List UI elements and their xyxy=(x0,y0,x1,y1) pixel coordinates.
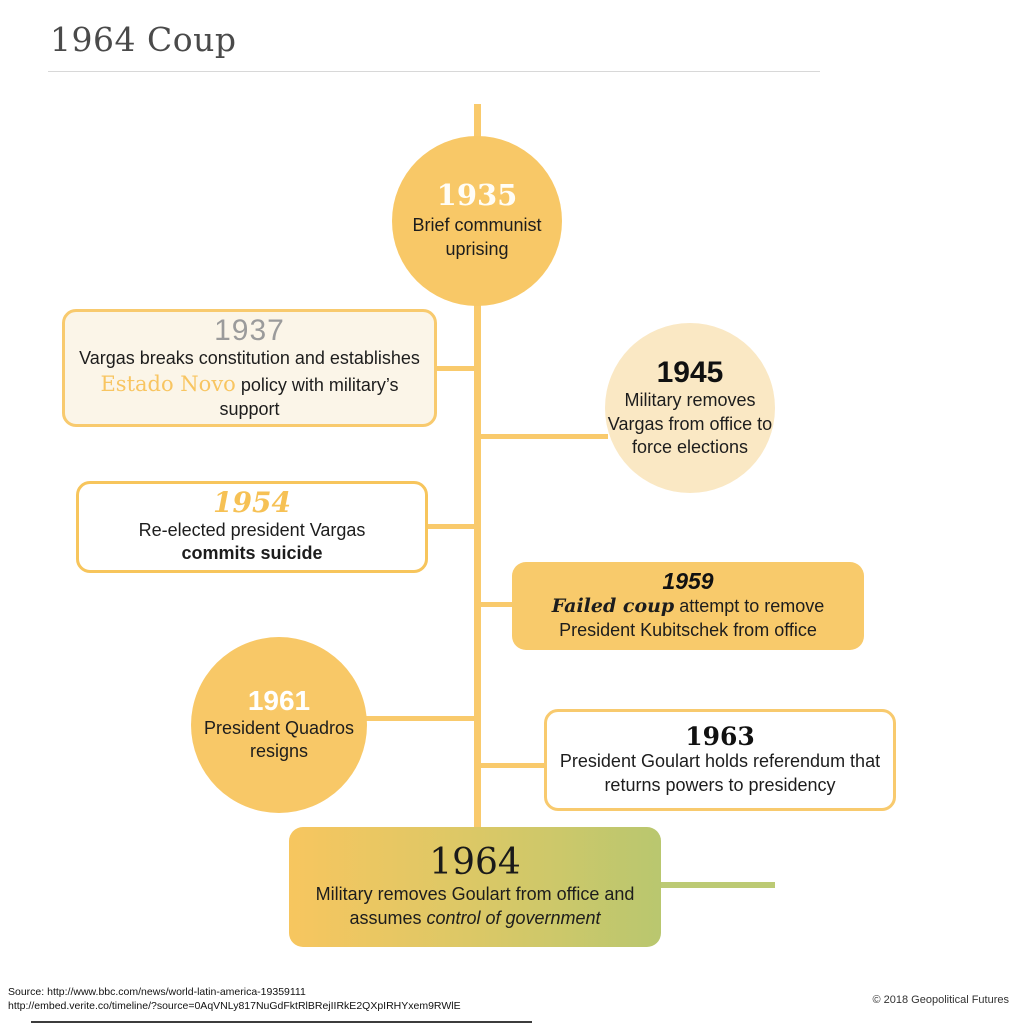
event-1935-circle: 1935 Brief communist uprising xyxy=(392,136,562,306)
source-line-2: http://embed.verite.co/timeline/?source=… xyxy=(8,999,461,1012)
page-title: 1964 Coup xyxy=(50,20,237,59)
title-divider xyxy=(48,71,820,72)
event-1945-year: 1945 xyxy=(656,355,724,389)
bottom-edge-line xyxy=(31,1021,532,1023)
event-1954-year: 1954 xyxy=(213,485,291,519)
event-1959-box: 1959 Failed coup attempt to remove Presi… xyxy=(512,562,864,650)
event-1959-year: 1959 xyxy=(662,567,714,594)
estado-novo-highlight: Estado Novo xyxy=(100,371,236,396)
event-1954-box: 1954 Re-elected president Vargas commits … xyxy=(76,481,428,573)
connector-1964-green xyxy=(658,882,775,888)
event-1935-year: 1935 xyxy=(436,178,518,213)
connector-1937 xyxy=(434,366,478,371)
event-1963-text: President Goulart holds referendum that … xyxy=(559,751,881,795)
event-1963-box: 1963 President Goulart holds referendum … xyxy=(544,709,896,811)
timeline-spine xyxy=(474,104,481,830)
failed-coup-italic: Failed coup xyxy=(551,595,675,618)
event-1937-box: 1937 Vargas breaks constitution and esta… xyxy=(62,309,437,427)
copyright-notice: © 2018 Geopolitical Futures xyxy=(872,994,1009,1006)
event-1964-box: 1964 Military removes Goulart from offic… xyxy=(289,827,661,947)
event-1964-text: Military removes Goulart from office and… xyxy=(315,884,635,928)
connector-1959 xyxy=(478,602,516,607)
event-1961-circle: 1961 President Quadros resigns xyxy=(191,637,367,813)
connector-1961 xyxy=(362,716,478,721)
commits-suicide-bold: commits suicide xyxy=(181,543,323,564)
event-1954-text: Re-elected president Vargas commits suici… xyxy=(138,519,366,564)
event-1935-text: Brief communist uprising xyxy=(412,215,542,259)
event-1963-year: 1963 xyxy=(685,721,755,751)
event-1961-year: 1961 xyxy=(247,684,311,716)
event-1959-text: Failed coup attempt to remove President … xyxy=(551,595,825,641)
connector-1945 xyxy=(478,434,608,439)
event-1961-text: President Quadros resigns xyxy=(203,717,355,762)
event-1937-text: Vargas breaks constitution and establish… xyxy=(79,347,420,420)
event-1964-year: 1964 xyxy=(429,842,521,884)
source-line-1: Source: http://www.bbc.com/news/world-la… xyxy=(8,986,306,998)
connector-1963 xyxy=(478,763,548,768)
event-1937-year: 1937 xyxy=(214,313,285,347)
control-of-government-italic: control of government xyxy=(426,907,601,928)
connector-1954 xyxy=(426,524,478,529)
event-1945-circle: 1945 Military removes Vargas from office… xyxy=(605,323,775,493)
event-1945-text: Military removes Vargas from office to f… xyxy=(607,389,773,458)
source-citation: Source: http://www.bbc.com/news/world-la… xyxy=(8,986,461,1013)
